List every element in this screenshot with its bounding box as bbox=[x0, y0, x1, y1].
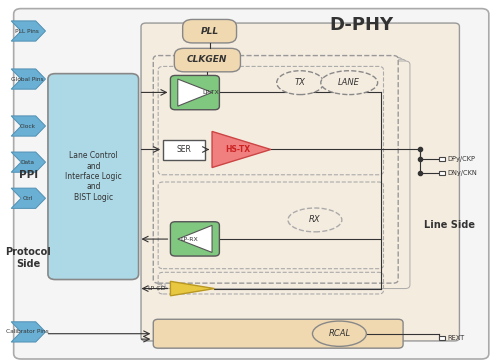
Polygon shape bbox=[11, 152, 46, 172]
Text: Line Side: Line Side bbox=[424, 220, 475, 230]
Text: Protocol
Side: Protocol Side bbox=[6, 247, 51, 269]
Bar bbox=[163, 140, 204, 159]
FancyBboxPatch shape bbox=[14, 9, 489, 359]
Text: PLL: PLL bbox=[200, 27, 218, 36]
Text: Data: Data bbox=[20, 160, 34, 165]
Bar bbox=[439, 157, 444, 161]
Polygon shape bbox=[212, 131, 271, 167]
Text: DNy/CKN: DNy/CKN bbox=[447, 170, 477, 176]
Text: RX: RX bbox=[309, 215, 320, 225]
Text: CLKGEN: CLKGEN bbox=[187, 55, 228, 64]
Text: LP-CD: LP-CD bbox=[147, 286, 166, 291]
Polygon shape bbox=[11, 322, 46, 342]
Text: Global Pins: Global Pins bbox=[11, 76, 44, 82]
Text: SER: SER bbox=[176, 145, 191, 154]
FancyBboxPatch shape bbox=[154, 319, 403, 348]
Bar bbox=[439, 171, 444, 175]
Text: RCAL: RCAL bbox=[328, 329, 350, 338]
FancyBboxPatch shape bbox=[170, 222, 220, 256]
FancyBboxPatch shape bbox=[161, 59, 406, 287]
Polygon shape bbox=[170, 281, 214, 296]
FancyBboxPatch shape bbox=[48, 74, 138, 280]
Text: LANE: LANE bbox=[338, 78, 360, 87]
Text: PLL Pins: PLL Pins bbox=[16, 28, 40, 33]
FancyBboxPatch shape bbox=[154, 56, 398, 283]
FancyBboxPatch shape bbox=[141, 23, 460, 341]
FancyBboxPatch shape bbox=[174, 48, 240, 72]
FancyBboxPatch shape bbox=[157, 58, 402, 285]
Text: Ctrl: Ctrl bbox=[22, 196, 32, 201]
Bar bbox=[439, 336, 444, 340]
Text: Lane Control
and
Interface Logic
and
BIST Logic: Lane Control and Interface Logic and BIS… bbox=[65, 151, 122, 202]
Polygon shape bbox=[11, 116, 46, 136]
Text: TX: TX bbox=[295, 78, 306, 87]
Text: HS-TX: HS-TX bbox=[225, 145, 250, 154]
Text: REXT: REXT bbox=[447, 335, 464, 341]
Text: DPy/CKP: DPy/CKP bbox=[447, 155, 475, 162]
FancyBboxPatch shape bbox=[182, 19, 236, 43]
Text: LP-TX: LP-TX bbox=[202, 90, 219, 95]
Ellipse shape bbox=[321, 71, 378, 95]
Text: Clock: Clock bbox=[20, 123, 36, 128]
FancyBboxPatch shape bbox=[165, 61, 410, 289]
Ellipse shape bbox=[288, 208, 342, 232]
Text: PPI: PPI bbox=[19, 170, 38, 180]
Ellipse shape bbox=[276, 71, 324, 95]
FancyBboxPatch shape bbox=[170, 75, 220, 110]
Text: Calibrator Pins: Calibrator Pins bbox=[6, 329, 49, 335]
Text: LP-RX: LP-RX bbox=[180, 237, 198, 242]
Ellipse shape bbox=[312, 321, 366, 347]
Polygon shape bbox=[178, 225, 212, 253]
Polygon shape bbox=[11, 21, 46, 41]
Polygon shape bbox=[11, 69, 46, 89]
Polygon shape bbox=[11, 188, 46, 208]
Text: D-PHY: D-PHY bbox=[330, 16, 394, 34]
Polygon shape bbox=[178, 79, 212, 106]
